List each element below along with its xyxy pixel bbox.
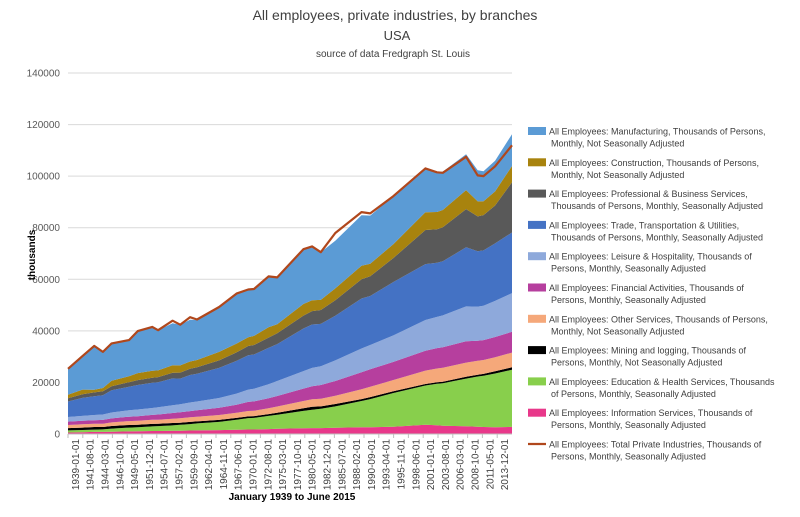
y-tick-label: 40000 bbox=[32, 326, 60, 337]
series-area-0 bbox=[68, 424, 512, 434]
x-tick-label: 1985-07-01 bbox=[337, 439, 348, 491]
x-tick-label: 1941-08-01 bbox=[86, 439, 97, 491]
y-tick-label: 80000 bbox=[32, 223, 60, 234]
legend-swatch bbox=[528, 220, 546, 229]
x-tick-label: 1977-10-01 bbox=[293, 439, 304, 491]
legend-swatch bbox=[528, 314, 546, 323]
legend-label: All Employees: Mining and logging, Thous… bbox=[549, 346, 746, 368]
x-tick-label: 2011-05-01 bbox=[485, 439, 496, 490]
x-tick-label: 2003-08-01 bbox=[441, 439, 452, 491]
x-tick-label: 1967-06-01 bbox=[234, 439, 245, 491]
x-axis-label: January 1939 to June 2015 bbox=[229, 492, 356, 503]
legend-label: All Employees: Other Services, Thousands… bbox=[549, 314, 768, 336]
x-tick-label: 1972-08-01 bbox=[263, 439, 274, 491]
y-tick-label: 140000 bbox=[27, 69, 61, 80]
chart-source-note: source of data Fredgraph St. Louis bbox=[316, 49, 470, 60]
x-tick-label: 1964-11-01 bbox=[219, 439, 230, 490]
y-tick-label: 0 bbox=[54, 430, 60, 441]
x-tick-label: 1946-10-01 bbox=[115, 439, 126, 491]
y-tick-label: 120000 bbox=[27, 120, 61, 131]
x-tick-label: 1951-12-01 bbox=[145, 439, 156, 491]
x-axis-ticks: 1939-01-01 1941-08-01 1944-03-01 1946-10-01… bbox=[67, 434, 511, 491]
legend-label: All Employees: Construction, Thousands o… bbox=[549, 158, 759, 180]
y-tick-label: 60000 bbox=[32, 275, 60, 286]
x-tick-label: 1944-03-01 bbox=[101, 439, 112, 491]
y-axis-ticks: 0 20000 40000 60000 80000 100000 120000 140000 bbox=[27, 69, 61, 441]
legend-label: All Employees: Financial Activities, Tho… bbox=[549, 283, 744, 305]
legend-label: All Employees: Education & Health Servic… bbox=[549, 377, 775, 399]
legend-swatch bbox=[528, 158, 546, 167]
legend-swatch bbox=[528, 408, 546, 417]
legend-swatch bbox=[528, 189, 546, 198]
x-tick-label: 1998-06-01 bbox=[411, 439, 422, 491]
legend-label: All Employees: Manufacturing, Thousands … bbox=[549, 127, 765, 149]
legend-label: All Employees: Total Private Industries,… bbox=[549, 440, 762, 462]
x-tick-label: 1988-02-01 bbox=[352, 439, 363, 491]
legend-swatch bbox=[528, 127, 546, 135]
x-tick-label: 2006-03-01 bbox=[456, 439, 467, 491]
legend-swatch bbox=[528, 346, 546, 355]
x-tick-label: 1980-05-01 bbox=[308, 439, 319, 491]
x-tick-label: 2001-01-01 bbox=[426, 439, 437, 491]
x-tick-label: 1957-02-01 bbox=[175, 439, 186, 491]
stacked-areas bbox=[68, 134, 512, 434]
x-tick-label: 1982-12-01 bbox=[323, 439, 334, 491]
chart-subtitle: USA bbox=[384, 28, 411, 43]
y-tick-label: 20000 bbox=[32, 378, 60, 389]
x-tick-label: 1949-05-01 bbox=[130, 439, 141, 491]
total-line bbox=[67, 144, 513, 370]
x-tick-label: 2008-10-01 bbox=[471, 439, 482, 491]
x-tick-label: 2013-12-01 bbox=[500, 439, 511, 491]
total-line-group bbox=[67, 144, 513, 370]
series-area-1 bbox=[68, 369, 512, 433]
series-area-6 bbox=[68, 232, 512, 417]
chart-title: All employees, private industries, by br… bbox=[253, 7, 538, 23]
x-tick-label: 1975-03-01 bbox=[278, 439, 289, 491]
y-tick-label: 100000 bbox=[27, 172, 61, 183]
legend-label: All Employees: Leisure & Hospitality, Th… bbox=[549, 252, 752, 274]
legend-label: All Employees: Professional & Business S… bbox=[549, 189, 763, 211]
legend: All Employees: Manufacturing, Thousands … bbox=[528, 127, 775, 462]
legend-label: All Employees: Information Services, Tho… bbox=[549, 408, 753, 430]
x-tick-label: 1993-04-01 bbox=[382, 439, 393, 491]
x-tick-label: 1995-11-01 bbox=[397, 439, 408, 490]
y-axis-label: thousands bbox=[27, 229, 38, 280]
x-tick-label: 1959-09-01 bbox=[189, 439, 200, 491]
x-tick-label: 1939-01-01 bbox=[71, 439, 82, 491]
legend-label: All Employees: Trade, Transportation & U… bbox=[549, 220, 763, 242]
x-tick-label: 1962-04-01 bbox=[204, 439, 215, 491]
legend-swatch bbox=[528, 252, 546, 261]
legend-swatch bbox=[528, 283, 546, 292]
x-tick-label: 1970-01-01 bbox=[249, 439, 260, 491]
x-tick-label: 1990-09-01 bbox=[367, 439, 378, 491]
legend-swatch bbox=[528, 377, 546, 386]
x-tick-label: 1954-07-01 bbox=[160, 439, 171, 491]
